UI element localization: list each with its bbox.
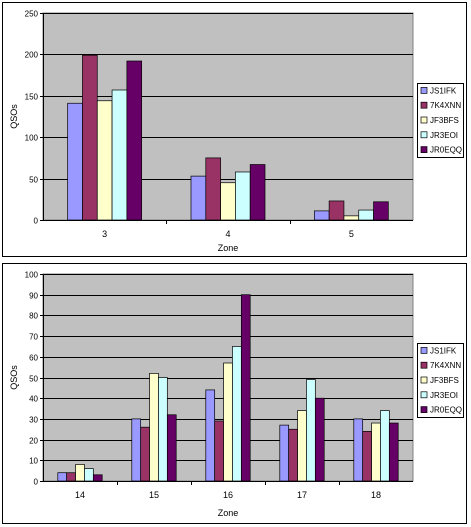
bar-chart-zones-3-5: 0 50 100 150 200 250 3 4 5 Zone QSOs JS1IFK 7K4XNN JF… bbox=[9, 10, 464, 253]
x-tick-label: 5 bbox=[349, 229, 354, 239]
y-tick-label: 50 bbox=[29, 375, 38, 384]
legend-label: JF3BFS bbox=[430, 376, 459, 385]
bar-jr0eqq-zone-17 bbox=[314, 397, 325, 482]
legend-swatch bbox=[420, 101, 428, 109]
y-tick-label: 50 bbox=[29, 176, 38, 185]
bar-js1ifk-zone-15 bbox=[131, 418, 142, 482]
bar-7k4xnn-zone-18 bbox=[362, 430, 372, 482]
bar-7k4xnn-zone-3 bbox=[82, 54, 98, 221]
legend-swatch bbox=[420, 361, 428, 369]
legend-label: JR3EOI bbox=[430, 391, 458, 400]
bar-jf3bfs-zone-17 bbox=[297, 410, 307, 482]
x-tick-label: 16 bbox=[223, 490, 233, 500]
bar-jf3bfs-zone-3 bbox=[96, 100, 113, 221]
bar-jr0eqq-zone-5 bbox=[373, 201, 389, 221]
bar-js1ifk-zone-16 bbox=[205, 389, 216, 482]
bar-js1ifk-zone-14 bbox=[57, 472, 68, 482]
legend-swatch bbox=[420, 116, 428, 124]
y-axis-title: QSOs bbox=[9, 104, 19, 129]
legend-label: JF3BFS bbox=[430, 116, 459, 125]
x-tick-label: 14 bbox=[75, 490, 85, 500]
legend-label: 7K4XNN bbox=[430, 361, 461, 370]
legend-swatch bbox=[420, 131, 428, 139]
bar-js1ifk-zone-4 bbox=[190, 175, 207, 221]
bar-7k4xnn-zone-4 bbox=[205, 157, 221, 221]
y-tick-label: 40 bbox=[29, 395, 38, 404]
bar-jr3eoi-zone-18 bbox=[380, 410, 390, 482]
bar-7k4xnn-zone-16 bbox=[214, 420, 224, 482]
legend-swatch bbox=[420, 87, 428, 94]
y-tick-label: 10 bbox=[29, 457, 38, 466]
legend-label: JS1IFK bbox=[430, 86, 457, 95]
bar-7k4xnn-zone-15 bbox=[140, 426, 150, 482]
y-tick-label: 70 bbox=[29, 333, 38, 342]
y-tick-label: 200 bbox=[25, 51, 39, 60]
bar-jf3bfs-zone-14 bbox=[75, 464, 85, 482]
bar-js1ifk-zone-17 bbox=[279, 424, 290, 482]
y-tick-label: 0 bbox=[34, 217, 39, 226]
legend-swatch bbox=[420, 406, 428, 413]
legend-label: JR0EQQ bbox=[430, 146, 462, 155]
legend-label: 7K4XNN bbox=[430, 101, 461, 110]
bar-jf3bfs-zone-5 bbox=[343, 215, 360, 221]
bar-7k4xnn-zone-5 bbox=[328, 200, 345, 221]
bar-jr0eqq-zone-3 bbox=[126, 60, 143, 221]
bar-jf3bfs-zone-4 bbox=[220, 182, 236, 221]
bar-jf3bfs-zone-18 bbox=[371, 422, 381, 482]
y-tick-label: 250 bbox=[25, 10, 39, 19]
bar-js1ifk-zone-5 bbox=[313, 210, 330, 221]
chart-panel-zones-3-5: 0 50 100 150 200 250 3 4 5 Zone QSOs JS1IFK 7K4XNN JF… bbox=[2, 2, 467, 257]
y-tick-label: 0 bbox=[34, 478, 39, 487]
y-tick-label: 30 bbox=[29, 416, 38, 425]
bar-jr0eqq-zone-4 bbox=[249, 164, 266, 221]
x-tick-label: 17 bbox=[297, 490, 307, 500]
bar-jr3eoi-zone-4 bbox=[235, 171, 251, 221]
legend-swatch bbox=[420, 347, 428, 354]
legend-swatch bbox=[420, 391, 428, 399]
bar-jr0eqq-zone-16 bbox=[240, 294, 251, 482]
bar-jr3eoi-zone-14 bbox=[84, 468, 94, 482]
bar-7k4xnn-zone-17 bbox=[288, 428, 298, 482]
y-tick-label: 60 bbox=[29, 354, 38, 363]
y-tick-label: 20 bbox=[29, 437, 38, 446]
bar-jr3eoi-zone-3 bbox=[111, 89, 128, 221]
chart-panel-zones-14-18: 0 10 20 30 40 50 60 70 80 90 100 14 15 16 17 18 Zone QSOs… bbox=[2, 263, 467, 524]
bar-jr3eoi-zone-5 bbox=[358, 209, 374, 221]
bar-jr0eqq-zone-15 bbox=[166, 414, 177, 482]
x-tick-label: 4 bbox=[225, 229, 230, 239]
y-tick-label: 150 bbox=[25, 93, 39, 102]
y-tick-label: 80 bbox=[29, 312, 38, 321]
y-tick-label: 100 bbox=[25, 134, 39, 143]
bar-jf3bfs-zone-16 bbox=[223, 362, 233, 482]
legend-swatch bbox=[420, 376, 428, 384]
x-tick-label: 3 bbox=[102, 229, 107, 239]
bar-jr0eqq-zone-14 bbox=[92, 474, 103, 482]
bar-jf3bfs-zone-15 bbox=[149, 373, 159, 482]
bar-chart-zones-14-18: 0 10 20 30 40 50 60 70 80 90 100 14 15 16 17 18 Zone QSOs… bbox=[9, 271, 464, 518]
legend-swatch bbox=[420, 146, 428, 153]
y-axis-title: QSOs bbox=[9, 365, 19, 390]
bar-js1ifk-zone-18 bbox=[353, 418, 364, 482]
bar-jr3eoi-zone-16 bbox=[232, 346, 242, 482]
x-tick-label: 18 bbox=[371, 490, 381, 500]
bar-js1ifk-zone-3 bbox=[67, 102, 83, 221]
bar-7k4xnn-zone-14 bbox=[66, 472, 76, 482]
bar-jr3eoi-zone-17 bbox=[306, 379, 316, 482]
legend-label: JR0EQQ bbox=[430, 406, 462, 415]
x-tick-label: 15 bbox=[149, 490, 159, 500]
x-axis-title: Zone bbox=[218, 243, 239, 253]
legend-label: JR3EOI bbox=[430, 131, 458, 140]
bar-jr0eqq-zone-18 bbox=[388, 422, 399, 482]
y-tick-label: 90 bbox=[29, 292, 38, 301]
bar-jr3eoi-zone-15 bbox=[158, 377, 168, 482]
x-axis-title: Zone bbox=[218, 508, 239, 518]
y-tick-label: 100 bbox=[25, 271, 39, 280]
legend-label: JS1IFK bbox=[430, 346, 457, 355]
